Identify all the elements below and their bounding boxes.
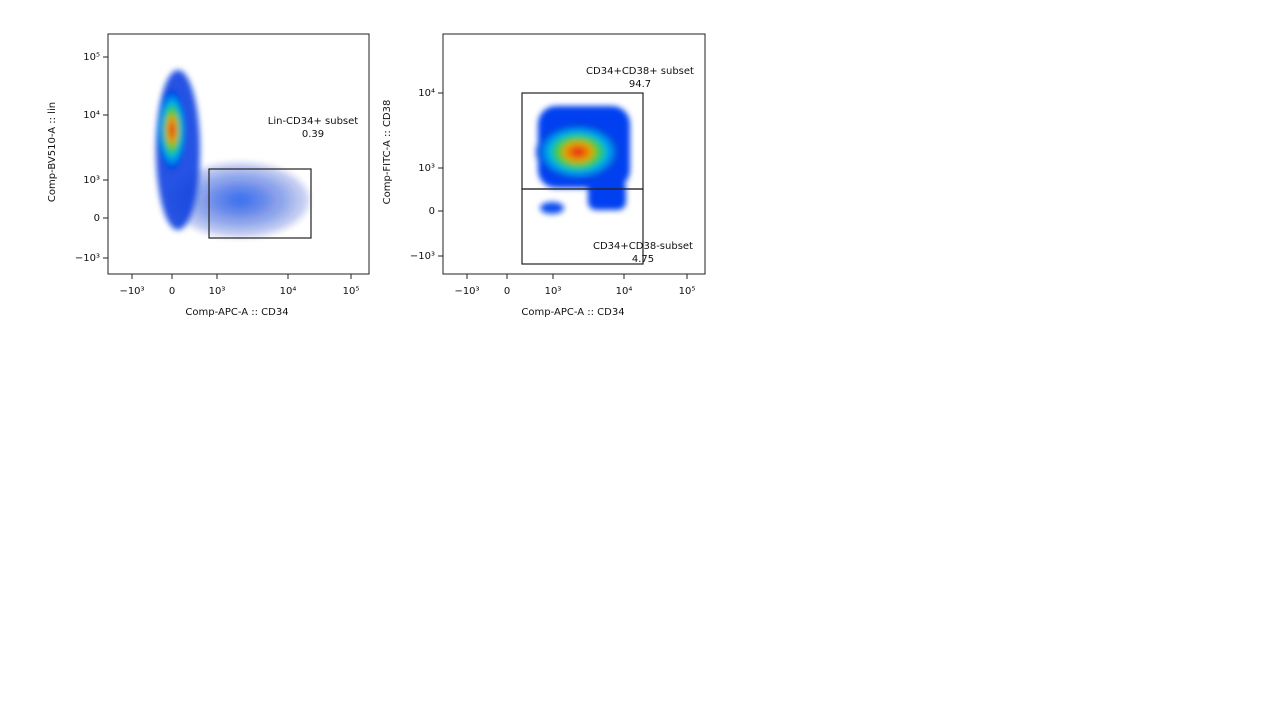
- x-axis-label: Comp-APC-A :: CD34: [185, 307, 288, 318]
- gate-percent: 4.75: [632, 254, 654, 265]
- plot-frame: [107, 33, 370, 275]
- x-tick-label: −10³: [454, 286, 479, 297]
- y-tick-label: −10³: [75, 253, 100, 264]
- plot-frame: [442, 33, 706, 275]
- gate-name: CD34+CD38+ subset: [586, 66, 694, 77]
- gate: [208, 168, 312, 239]
- y-tick-label: 0: [429, 206, 435, 217]
- y-axis-label: Comp-BV510-A :: lin: [47, 102, 58, 202]
- y-tick-label: 10⁴: [418, 88, 435, 99]
- gate-percent: 94.7: [629, 79, 651, 90]
- x-tick-label: 10⁴: [616, 286, 633, 297]
- y-axis-label: Comp-FITC-A :: CD38: [382, 100, 393, 205]
- x-tick-label: 0: [504, 286, 510, 297]
- y-tick-label: 10⁵: [83, 52, 100, 63]
- density-cloud: [536, 106, 630, 214]
- gate-name: Lin-CD34+ subset: [268, 116, 359, 127]
- x-tick-label: 10⁵: [679, 286, 696, 297]
- y-tick-label: 10⁴: [83, 110, 100, 121]
- gate: [521, 188, 644, 265]
- y-tick-label: 10³: [83, 175, 100, 186]
- y-tick-label: 10³: [418, 163, 435, 174]
- x-tick-label: 0: [169, 286, 175, 297]
- x-tick-label: 10⁴: [280, 286, 297, 297]
- density-cloud: [156, 70, 310, 238]
- x-tick-label: 10³: [545, 286, 562, 297]
- x-tick-label: −10³: [119, 286, 144, 297]
- x-axis-label: Comp-APC-A :: CD34: [521, 307, 624, 318]
- x-tick-label: 10³: [209, 286, 226, 297]
- y-tick-label: 0: [94, 213, 100, 224]
- gate-name: CD34+CD38-subset: [593, 241, 693, 252]
- x-tick-label: 10⁵: [343, 286, 360, 297]
- gate-percent: 0.39: [302, 129, 324, 140]
- y-tick-label: −10³: [410, 251, 435, 262]
